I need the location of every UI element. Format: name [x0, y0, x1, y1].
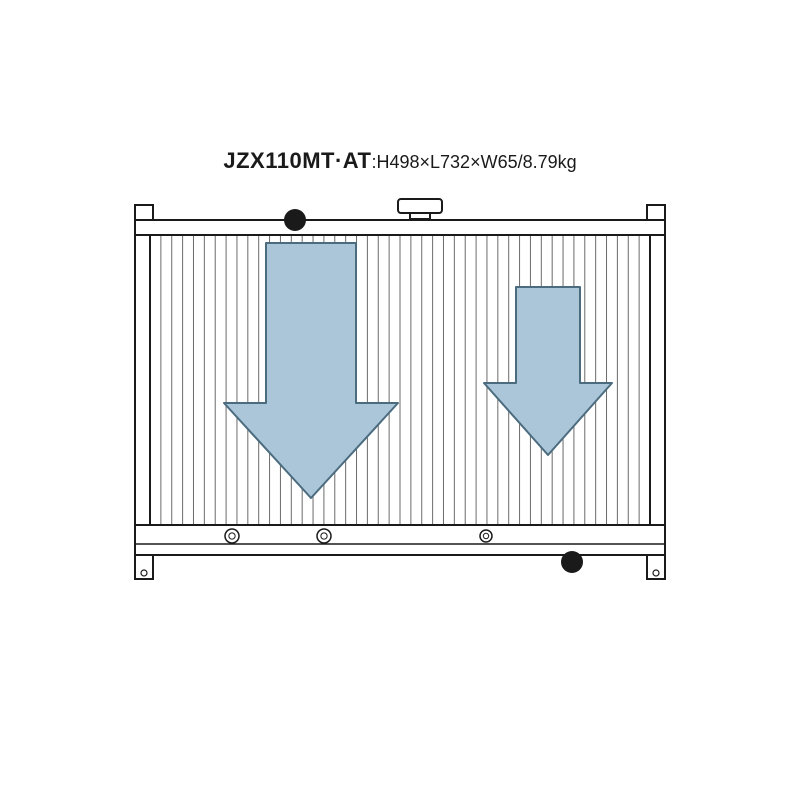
diagram-canvas: JZX110MT·AT:H498×L732×W65/8.79kg: [0, 0, 800, 800]
radiator-diagram: [0, 0, 800, 800]
